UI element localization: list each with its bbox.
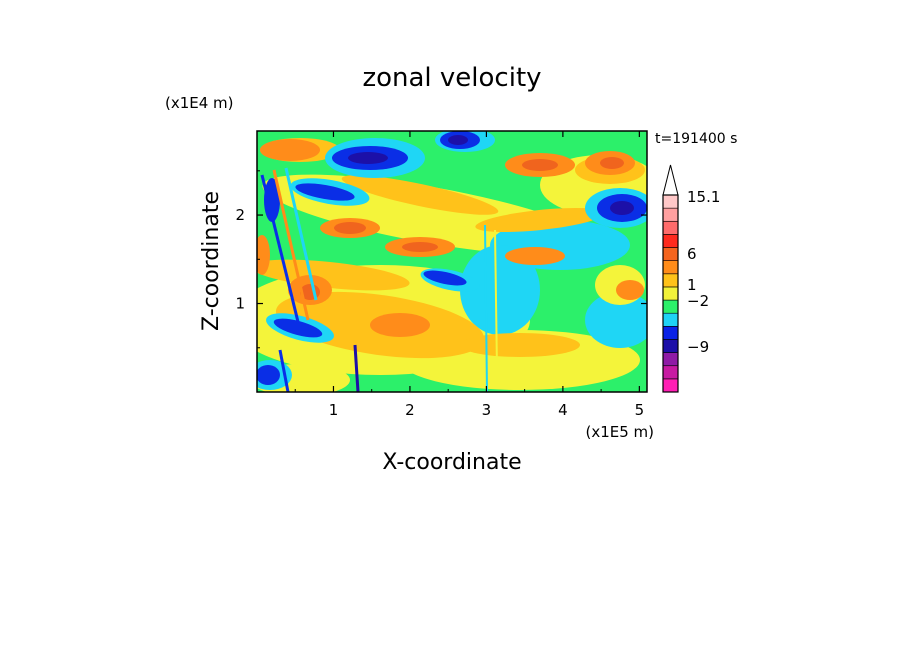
field-region [348,152,388,164]
x-tick-label: 2 [405,401,415,419]
x-tick-label: 5 [635,401,645,419]
colorbar-band [662,220,679,235]
field-region [610,201,634,215]
y-tick-label: 1 [235,295,245,313]
colorbar-band [662,312,679,327]
colorbar-tick-label: 1 [687,276,697,294]
x-axis-label: X-coordinate [382,450,521,475]
plot-frame [256,130,648,393]
colorbar: 15.1 6 1−2 −9 [662,164,720,393]
colorbar-band [662,365,679,380]
field-region [334,222,366,234]
colorbar-band [662,326,679,340]
field-streak [260,174,302,331]
chart-title: zonal velocity [362,63,541,93]
x-axis: 1 2 3 4 5 [294,131,645,419]
colorbar-extension-arrow [662,164,679,196]
colorbar-frame [662,194,679,393]
colorbar-tick-label: 6 [687,245,697,263]
colorbar-band [662,207,679,222]
field-region [257,235,270,275]
field-region [341,175,499,215]
colorbar-band [662,247,679,261]
field-region [585,292,647,348]
colorbar-band [662,299,679,314]
y-axis: 12 [235,170,647,349]
x-tick-label: 3 [482,401,492,419]
colorbar-tick-label: −9 [687,338,709,356]
x-tick-label: 1 [329,401,339,419]
colorbar-band [662,234,679,248]
y-axis-label: Z-coordinate [199,191,224,331]
field-streak [284,167,318,301]
time-label: t=191400 s [655,131,737,147]
field-region [475,207,605,233]
field-region [423,270,467,286]
field-region [370,313,430,337]
field-region [600,157,624,169]
y-tick-label: 2 [235,206,245,224]
colorbar-band [662,352,679,367]
colorbar-band [662,286,679,301]
field-region [260,139,320,161]
field-region [460,245,540,335]
field-region [505,247,565,265]
field-streak [272,169,310,321]
field-region [522,159,558,171]
x-scale-label: (x1E5 m) [585,423,654,441]
field-streak [494,229,498,371]
colorbar-band [662,273,679,288]
colorbar-tick-label: 15.1 [687,188,720,206]
colorbar-band [662,339,679,353]
colorbar-band [662,378,679,393]
colorbar-band [662,194,679,209]
field-region [460,333,580,357]
x-tick-label: 4 [558,401,568,419]
field-streak [353,344,360,392]
field-streak [484,224,488,392]
field-streak [278,349,290,392]
field-region [402,242,438,252]
field-region [257,259,410,291]
field-region [616,280,644,300]
field-region [257,365,280,385]
plot-area [257,131,647,392]
field-region [448,135,468,145]
colorbar-tick-label: −2 [687,292,709,310]
y-scale-label: (x1E4 m) [165,94,234,112]
field-region [264,178,280,222]
colorbar-band [662,260,679,275]
field-region [295,183,355,201]
